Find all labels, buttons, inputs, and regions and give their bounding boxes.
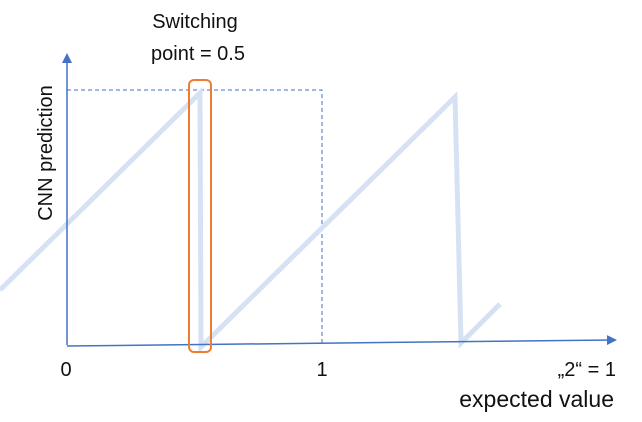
prediction-sawtooth-curve <box>0 87 502 353</box>
y-axis-label: CNN prediction <box>35 85 57 221</box>
dashed-range-guide <box>67 89 323 345</box>
x-axis-label: expected value <box>459 386 614 412</box>
x-tick-label-0: 0 <box>60 359 71 381</box>
x-axis <box>66 335 617 347</box>
x-end-label: „2“ = 1 <box>558 359 616 381</box>
switching-point-highlight <box>188 79 212 353</box>
annotation-line-2: point = 0.5 <box>151 43 245 65</box>
x-tick-label-1: 1 <box>316 359 327 381</box>
annotation-line-1: Switching <box>152 11 238 33</box>
